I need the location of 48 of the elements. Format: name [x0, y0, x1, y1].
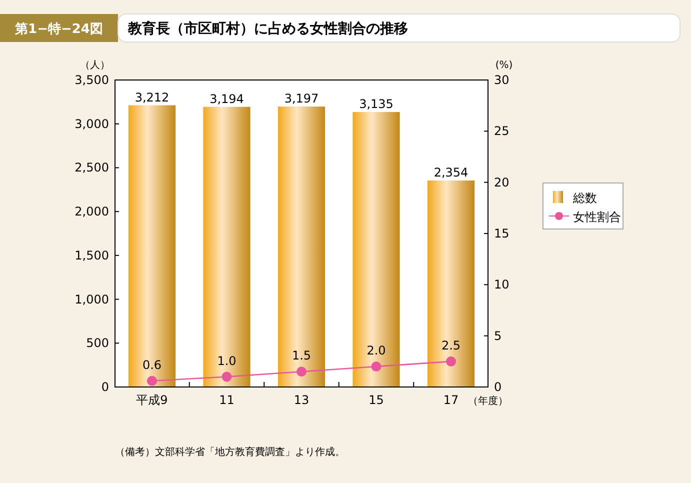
y2-tick-label: 5 [494, 328, 502, 343]
y2-tick-label: 25 [494, 124, 510, 138]
data-label: 1.0 [217, 354, 236, 368]
data-label: 2.5 [441, 338, 461, 352]
y2-tick-label: 30 [494, 73, 510, 87]
bar [128, 105, 176, 387]
bar [427, 180, 475, 387]
point [446, 356, 456, 366]
chart-subtitle: 第1−特−24図 [14, 22, 103, 37]
point [371, 362, 382, 372]
data-label: 3,194 [210, 92, 244, 106]
legend-label: 総数 [572, 191, 597, 205]
data-label: 2,354 [434, 166, 468, 180]
y-tick-label: 0 [101, 380, 109, 394]
x-tick-label: 平成9 [136, 393, 168, 407]
x-tick-label: 15 [368, 393, 384, 407]
y-tick-label: 500 [86, 336, 109, 350]
y2-axis-title: (%) [495, 60, 513, 71]
data-label: 0.6 [142, 358, 162, 372]
point [296, 366, 306, 377]
data-label: 3,197 [284, 92, 319, 106]
y-tick-label: 3,500 [74, 73, 109, 87]
x-tick-label: 13 [294, 393, 310, 407]
point [222, 372, 232, 382]
y-tick-label: 3,000 [74, 116, 109, 131]
y-tick-label: 2,500 [74, 160, 109, 175]
x-tick-label: 11 [219, 393, 234, 407]
legend-label: 女性割合 [573, 210, 621, 224]
y-tick-label: 1,500 [74, 248, 109, 262]
x-tick-label: 17 [443, 393, 459, 407]
data-label: 2.0 [366, 344, 386, 358]
bar [278, 106, 326, 387]
chart-title: 教育長（市区町村）に占める女性割合の推移 [127, 20, 408, 37]
x-axis-title: （年度） [468, 395, 508, 407]
y2-tick-label: 10 [494, 278, 510, 292]
y2-tick-label: 0 [494, 380, 502, 394]
y-axis-title: （人） [80, 60, 110, 71]
point [147, 376, 157, 386]
bar [352, 112, 400, 387]
y2-tick-label: 20 [494, 175, 510, 190]
y-tick-label: 1,000 [74, 292, 109, 306]
bar [203, 106, 250, 387]
y-tick-label: 2,000 [74, 204, 109, 219]
data-label: 1.5 [292, 348, 312, 363]
data-label: 3,212 [134, 90, 170, 104]
data-label: 3,135 [359, 97, 394, 112]
text: （備考）文部科学省「地方教育費調査」より作成。 [115, 446, 345, 458]
y2-tick-label: 15 [494, 226, 510, 240]
